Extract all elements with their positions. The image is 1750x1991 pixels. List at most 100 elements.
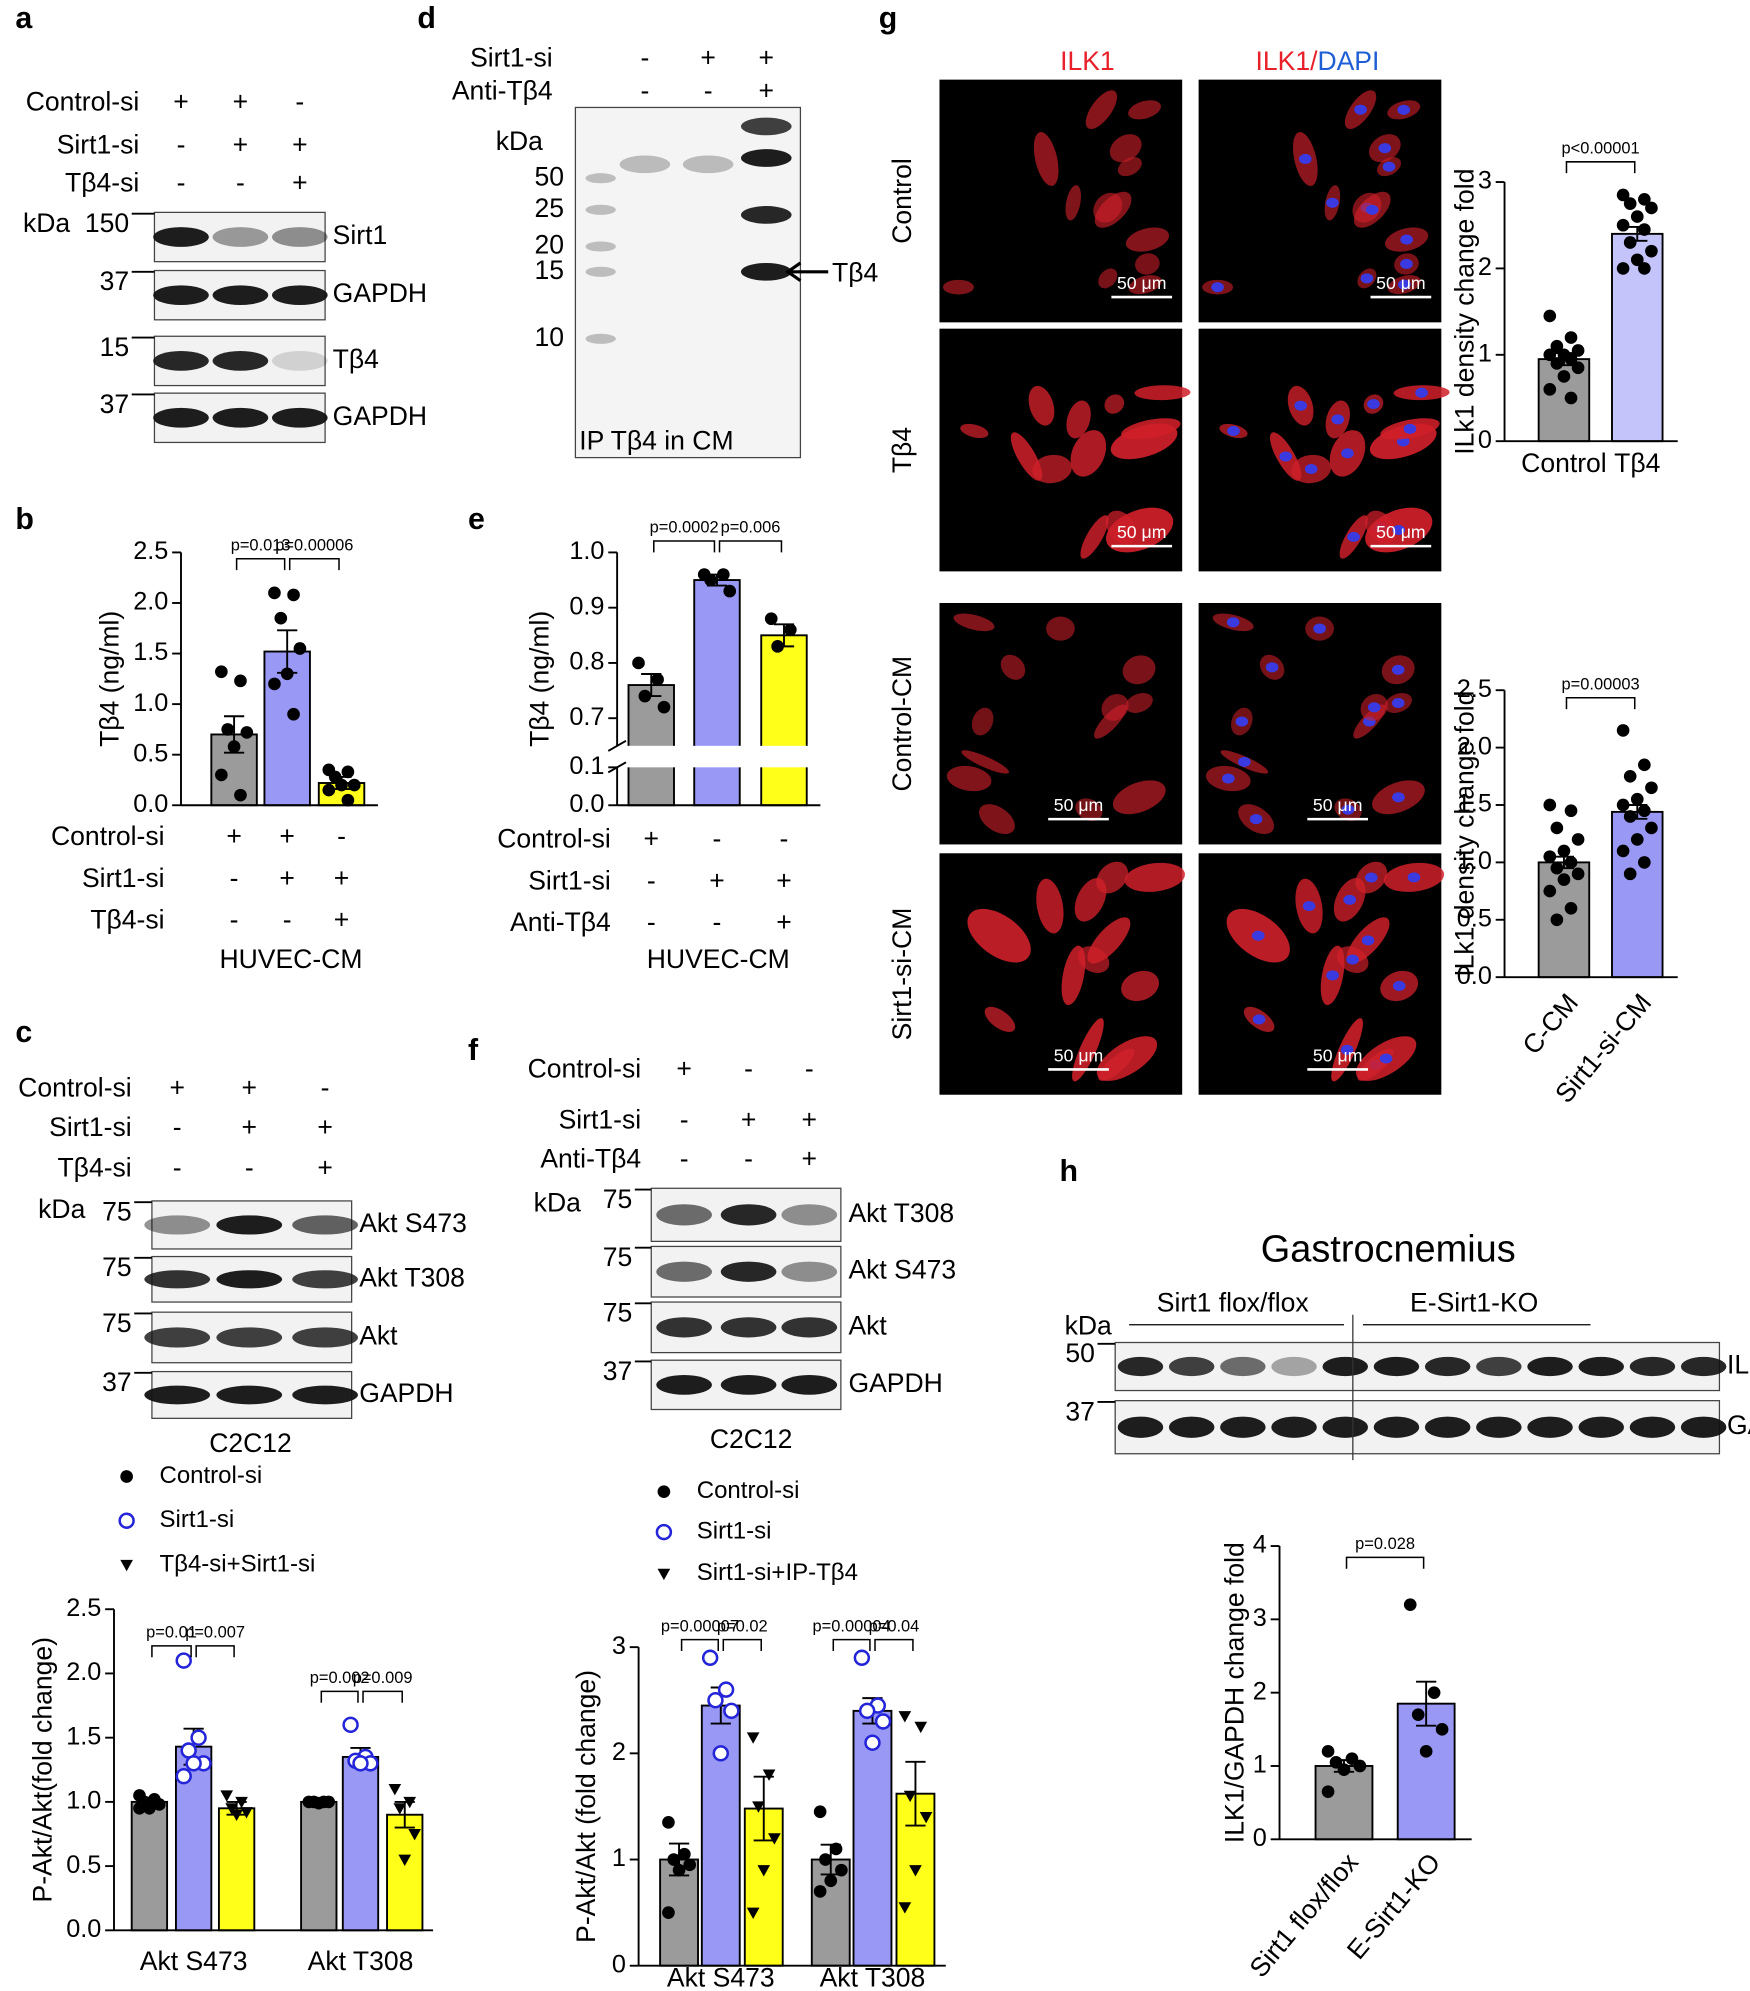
legend-label: Sirt1-si — [697, 1517, 772, 1544]
data-point — [764, 612, 778, 626]
data-point — [655, 1523, 673, 1541]
data-point — [293, 642, 307, 655]
data-point — [1411, 1708, 1425, 1721]
panel-label: f — [468, 1034, 479, 1067]
legend-label: Sirt1-si — [160, 1506, 235, 1533]
cell — [953, 613, 995, 632]
blot-band — [1117, 1416, 1164, 1438]
cell — [1096, 861, 1129, 894]
nucleus — [1365, 204, 1379, 215]
blot-band — [741, 117, 792, 136]
blot-band — [781, 1317, 838, 1338]
cell — [1065, 185, 1082, 221]
blot-band — [1680, 1356, 1727, 1377]
cell — [1121, 970, 1160, 1002]
cell — [1134, 385, 1191, 401]
x-tick-label: Akt S473 — [140, 1946, 248, 1976]
data-point — [1353, 1759, 1367, 1773]
row-label: GAPDH — [359, 1378, 453, 1408]
data-point — [704, 573, 717, 587]
condition-sign: + — [334, 863, 349, 893]
treatment-sign: + — [242, 1112, 258, 1142]
y-tick-label: 1.0 — [569, 537, 604, 565]
nucleus — [1226, 617, 1240, 628]
data-point — [707, 1692, 724, 1709]
cell — [1000, 654, 1026, 680]
data-point — [1630, 792, 1644, 806]
y-tick-label: 0 — [612, 1950, 626, 1978]
treatment-label: Sirt1-si — [57, 130, 140, 160]
blot-band — [741, 149, 792, 167]
cell — [1101, 693, 1129, 721]
p-value: p=0.007 — [185, 1624, 245, 1642]
condition-sign: - — [713, 907, 722, 937]
blot-band — [720, 1261, 777, 1282]
blot-band — [1578, 1416, 1624, 1438]
nucleus — [1392, 980, 1406, 992]
group-label: E-Sirt1-KO — [1410, 1288, 1538, 1318]
data-point — [1638, 262, 1651, 275]
nucleus — [1347, 531, 1360, 542]
y-tick-label: 1 — [1253, 1751, 1267, 1779]
y-tick-label: 0.8 — [569, 648, 604, 676]
y-tick-label: 2.5 — [133, 537, 168, 565]
data-point — [898, 1711, 912, 1723]
y-tick-label: 2 — [1253, 1677, 1267, 1705]
bar — [300, 1800, 338, 1932]
data-point — [1623, 867, 1637, 881]
data-point — [813, 1885, 827, 1898]
data-point — [393, 1803, 407, 1815]
data-point — [215, 665, 228, 679]
data-point — [1543, 348, 1557, 362]
nucleus — [1415, 387, 1428, 398]
data-point — [1571, 344, 1585, 357]
significance-bracket — [320, 1690, 359, 1703]
data-point — [1557, 370, 1571, 383]
row-label: Tβ4 — [887, 427, 917, 473]
condition-sign: + — [226, 821, 242, 851]
kda-marker: 75 — [102, 1252, 132, 1282]
cell — [1032, 454, 1072, 484]
data-point — [341, 793, 355, 807]
y-tick-label: 0.7 — [569, 703, 604, 731]
data-point — [234, 788, 247, 802]
data-point — [1571, 867, 1585, 881]
kda-marker: 75 — [603, 1184, 633, 1214]
nucleus — [1361, 935, 1375, 946]
data-point — [280, 667, 294, 681]
y-tick-label: 0.1 — [569, 752, 604, 780]
data-point — [723, 584, 737, 598]
row-label: Akt S473 — [848, 1255, 956, 1285]
blot-band — [216, 1270, 283, 1289]
kda-marker: 75 — [603, 1242, 633, 1272]
cell — [1033, 132, 1059, 186]
row-label: Akt T308 — [359, 1262, 465, 1292]
cell — [1128, 100, 1162, 120]
blot-band — [1680, 1416, 1727, 1438]
nucleus — [1249, 814, 1263, 825]
data-point — [1543, 884, 1557, 898]
data-point — [909, 1865, 922, 1877]
data-point — [1623, 236, 1637, 249]
data-point — [903, 1790, 917, 1803]
data-point — [651, 673, 664, 686]
data-point — [757, 1865, 771, 1877]
cell — [1128, 275, 1162, 295]
nucleus — [1407, 872, 1421, 883]
cell — [960, 423, 989, 439]
nucleus — [1346, 954, 1359, 965]
blot-band — [1629, 1416, 1676, 1438]
y-tick-label: 0.0 — [66, 1915, 101, 1943]
data-point — [874, 1713, 892, 1730]
data-point — [274, 611, 288, 625]
significance-bracket — [1565, 161, 1636, 174]
nucleus — [1403, 423, 1417, 434]
p-value: p=0.013 — [231, 536, 291, 554]
nucleus — [1378, 143, 1392, 154]
data-point — [858, 1702, 876, 1720]
kda-label: kDa — [534, 1188, 581, 1218]
kda-marker: 75 — [603, 1298, 633, 1328]
blot-band — [272, 285, 328, 306]
blot-band — [212, 351, 269, 371]
blot-band — [272, 227, 328, 247]
